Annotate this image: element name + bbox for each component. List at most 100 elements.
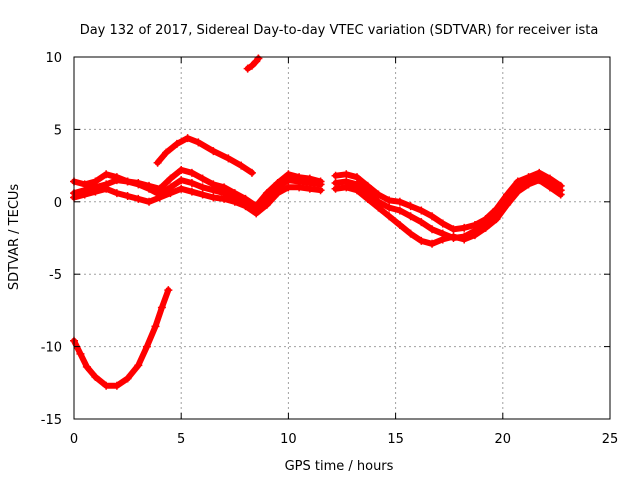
data-point [524,180,533,189]
axis-ticks: 0 5 10 15 20 25 -15 -10 -5 0 5 10 [41,51,619,447]
data-point [385,203,394,212]
data-point [166,189,175,198]
data-point [470,231,479,240]
data-point [123,192,132,201]
data-point [503,200,512,209]
data-point [187,187,196,196]
series-line [71,287,172,389]
data-point [134,194,143,203]
data-point [395,220,404,229]
data-point [316,186,325,195]
y-axis-label: SDTVAR / TECUs [7,184,22,291]
data-point [331,184,340,193]
data-point [194,138,203,147]
data-point [162,148,171,157]
data-point [224,154,233,163]
data-point [481,223,490,232]
data-point [112,189,121,198]
data-point [123,177,132,186]
y-tick-label: 5 [54,123,62,138]
data-point [385,212,394,221]
data-point [76,349,85,358]
data-point [145,197,154,206]
series-track-f [331,176,565,248]
data-point [102,381,111,390]
data-point [331,171,340,180]
x-tick-label: 15 [387,432,404,447]
y-tick-label: -5 [49,268,62,283]
data-point [177,184,186,193]
data-point [198,174,207,183]
data-point [134,361,143,370]
data-point [406,212,415,221]
data-point [187,168,196,177]
chart-title: Day 132 of 2017, Sidereal Day-to-day VTE… [80,23,599,38]
data-point [102,184,111,193]
y-tick-label: -15 [41,413,62,428]
data-point [91,187,100,196]
data-point [395,206,404,215]
data-point [209,186,218,195]
x-axis-label: GPS time / hours [285,459,394,474]
series-track-d [331,168,565,234]
data-point [145,184,154,193]
series-line [71,184,324,217]
data-point [449,225,458,234]
data-point [243,64,252,73]
data-point [237,161,246,170]
data-point [438,219,447,228]
data-point [417,236,426,245]
data-point [241,202,250,211]
data-point [406,229,415,238]
data-point [112,381,121,390]
series-arc-negative [70,286,173,390]
data-point [102,170,111,179]
data-point [428,225,437,234]
data-point [385,196,394,205]
data-point [395,197,404,206]
series-arc-upper [153,134,256,177]
data-point [183,134,192,143]
series-track-c [70,183,325,218]
x-tick-label: 0 [70,432,78,447]
data-point [209,193,218,202]
data-point [247,61,256,70]
data-point [230,197,239,206]
data-point [155,193,164,202]
data-series [70,54,565,390]
data-point [492,215,501,224]
data-point [254,54,263,63]
data-point [134,180,143,189]
series-line [244,55,262,72]
data-point [353,186,362,195]
data-point [417,206,426,215]
data-point [556,190,565,199]
data-point [177,176,186,185]
data-point [247,168,256,177]
data-point [209,147,218,156]
data-point [342,183,351,192]
series-line [332,177,564,247]
x-tick-label: 25 [602,432,619,447]
data-point [220,194,229,203]
data-point [164,286,173,295]
data-point [112,176,121,185]
data-point [535,176,544,185]
series-line [332,169,564,233]
data-point [374,190,383,199]
data-point [80,190,89,199]
data-point [284,176,293,185]
data-point [284,183,293,192]
data-point [406,202,415,211]
data-point [428,212,437,221]
data-point [374,203,383,212]
data-point [545,183,554,192]
data-point [449,232,458,241]
series-arc-top [243,54,263,73]
y-tick-label: 0 [54,196,62,211]
data-point [166,174,175,183]
data-point [342,170,351,179]
data-point [353,173,362,182]
data-point [157,303,166,312]
